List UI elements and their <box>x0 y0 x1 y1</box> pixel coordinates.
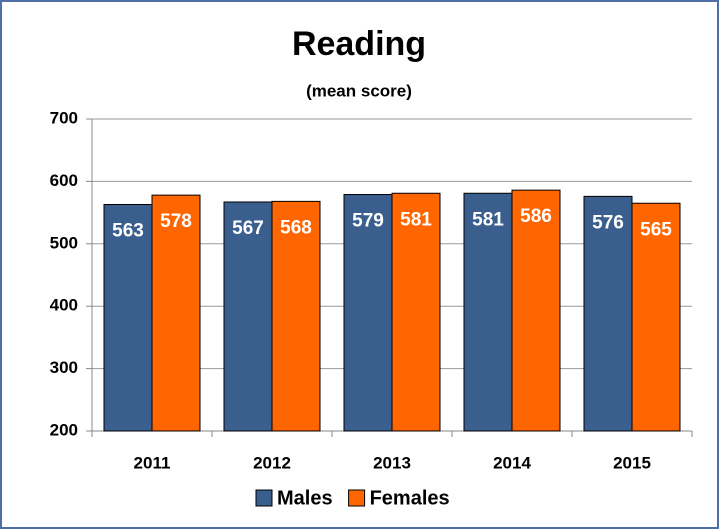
data-label: 581 <box>400 209 432 230</box>
y-tick-label: 500 <box>50 233 78 252</box>
bar <box>343 194 393 432</box>
y-tick-label: 600 <box>50 171 78 190</box>
data-label: 563 <box>112 221 144 242</box>
bar <box>631 202 681 432</box>
x-tick-label: 2011 <box>134 453 171 472</box>
y-tick-label: 200 <box>50 420 78 439</box>
data-label: 586 <box>520 206 552 227</box>
data-label: 576 <box>592 212 624 233</box>
y-tick-label: 700 <box>50 108 78 127</box>
data-label: 581 <box>472 209 504 230</box>
legend-label: Females <box>370 487 450 509</box>
bar <box>151 194 201 432</box>
data-label: 567 <box>232 218 264 239</box>
data-label: 578 <box>160 211 192 232</box>
bar <box>271 200 321 432</box>
bar <box>511 189 561 432</box>
y-tick-label: 300 <box>50 358 78 377</box>
bar <box>391 192 441 432</box>
bar <box>463 192 513 432</box>
legend-swatch <box>255 489 273 507</box>
x-tick-label: 2013 <box>373 453 411 472</box>
data-label: 565 <box>640 219 672 240</box>
data-label: 579 <box>352 211 384 232</box>
y-tick-label: 400 <box>50 296 78 315</box>
bar <box>103 203 153 432</box>
legend-swatch <box>348 489 366 507</box>
legend-label: Males <box>277 487 333 509</box>
x-tick-label: 2014 <box>493 453 531 472</box>
chart-subtitle: (mean score) <box>306 81 412 100</box>
bar <box>583 195 633 432</box>
x-tick-label: 2015 <box>613 453 651 472</box>
x-tick-label: 2012 <box>253 453 291 472</box>
chart-title: Reading <box>292 25 426 63</box>
data-label: 568 <box>280 217 312 238</box>
